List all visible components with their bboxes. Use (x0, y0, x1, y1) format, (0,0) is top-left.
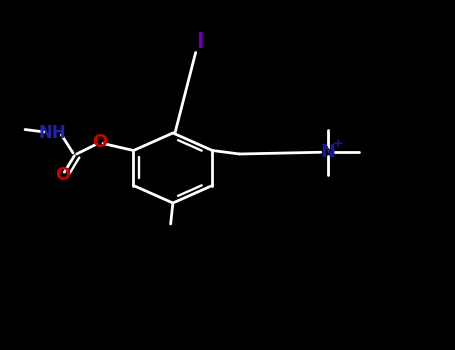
Text: N: N (320, 143, 335, 161)
Text: O: O (92, 133, 107, 151)
Text: I: I (197, 32, 204, 52)
Text: NH: NH (39, 124, 66, 142)
Text: +: + (332, 137, 343, 150)
Text: O: O (56, 166, 71, 184)
